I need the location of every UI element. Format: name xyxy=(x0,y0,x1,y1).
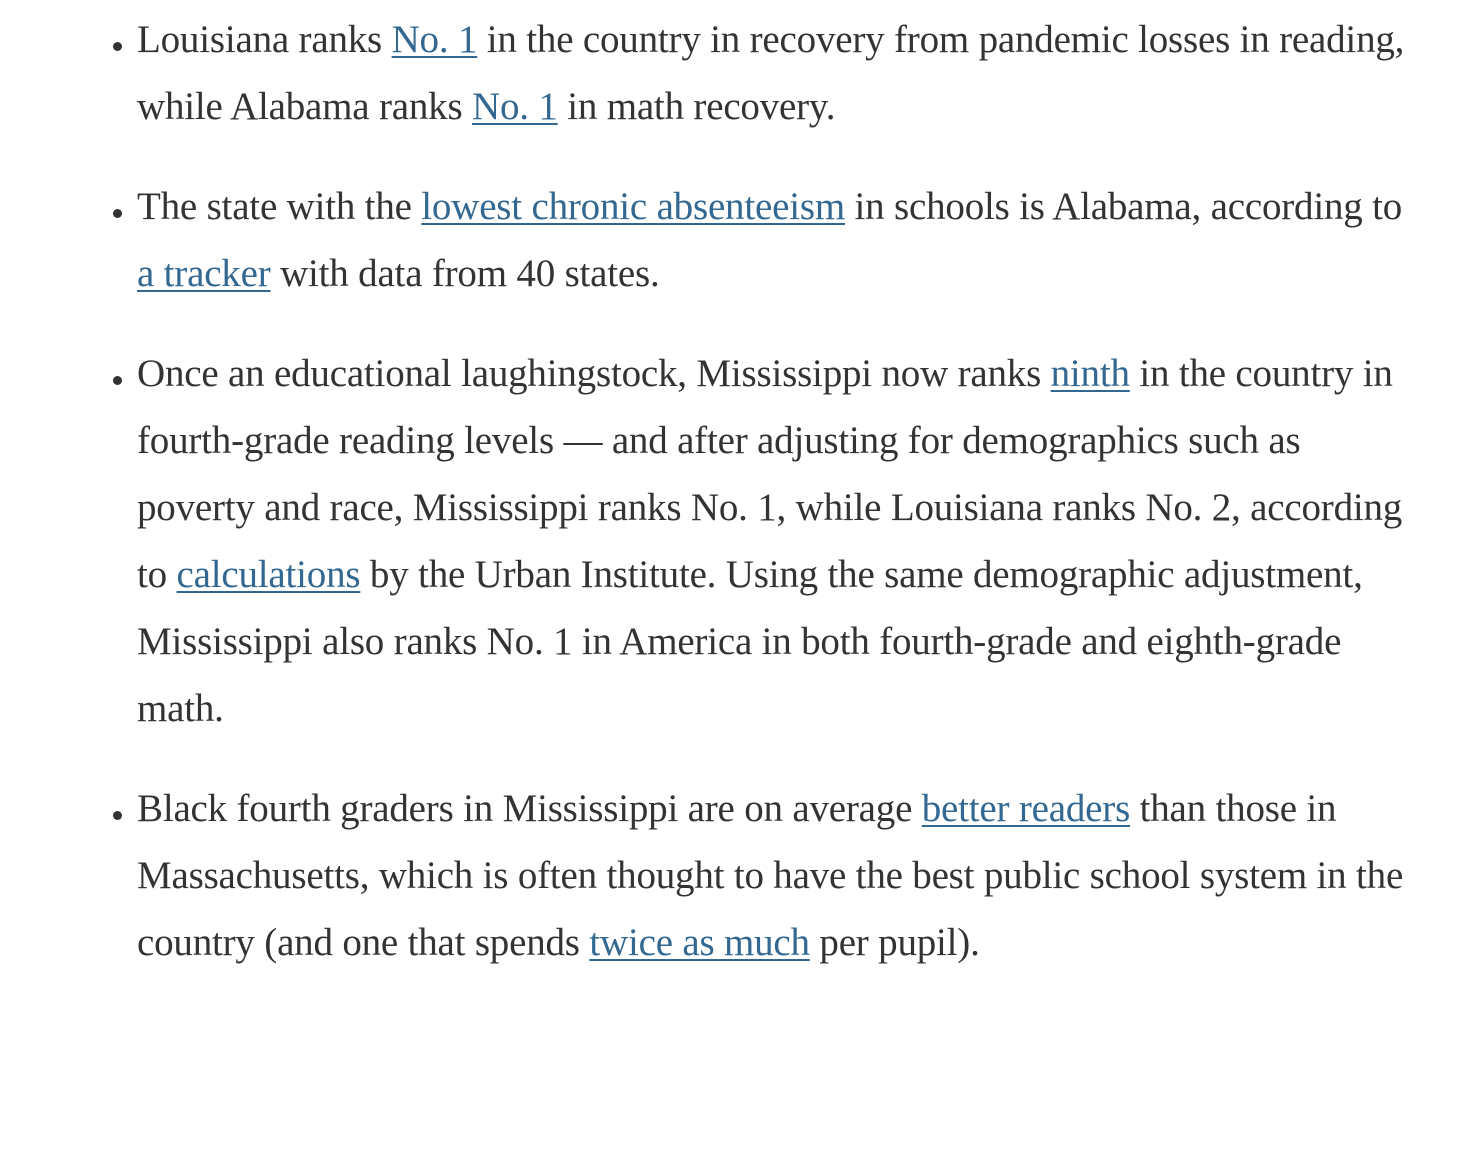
inline-link[interactable]: ninth xyxy=(1050,352,1130,395)
inline-link[interactable]: No. 1 xyxy=(391,18,478,61)
summary-list: Louisiana ranks No. 1 in the country in … xyxy=(113,6,1405,976)
text-run: The state with the xyxy=(137,185,422,228)
text-run: Once an educational laughingstock, Missi… xyxy=(137,352,1051,395)
text-run: in the country in fourth-grade reading l… xyxy=(137,352,1403,596)
article-summary: Louisiana ranks No. 1 in the country in … xyxy=(113,6,1405,976)
text-run: by the Urban Institute. Using the same d… xyxy=(137,553,1363,730)
text-run: in schools is Alabama, according to xyxy=(844,185,1403,228)
text-run: in the country in recovery from pandemic… xyxy=(137,18,1405,128)
text-run: in math recovery. xyxy=(557,85,836,128)
inline-link[interactable]: No. 1 xyxy=(471,85,558,128)
inline-link[interactable]: lowest chronic absenteeism xyxy=(421,185,845,228)
text-run: Louisiana ranks xyxy=(137,18,392,61)
text-run: per pupil). xyxy=(809,921,980,964)
list-item: Louisiana ranks No. 1 in the country in … xyxy=(113,6,1405,140)
list-item: Black fourth graders in Mississippi are … xyxy=(113,775,1405,976)
text-run: than those in Massachusetts, which is of… xyxy=(137,787,1404,964)
list-item: The state with the lowest chronic absent… xyxy=(113,173,1405,307)
inline-link[interactable]: twice as much xyxy=(589,921,810,964)
text-run: with data from 40 states. xyxy=(270,252,660,295)
inline-link[interactable]: better readers xyxy=(921,787,1131,830)
text-run: Black fourth graders in Mississippi are … xyxy=(137,787,922,830)
inline-link[interactable]: a tracker xyxy=(137,252,271,295)
inline-link[interactable]: calculations xyxy=(176,553,361,596)
list-item: Once an educational laughingstock, Missi… xyxy=(113,340,1405,742)
